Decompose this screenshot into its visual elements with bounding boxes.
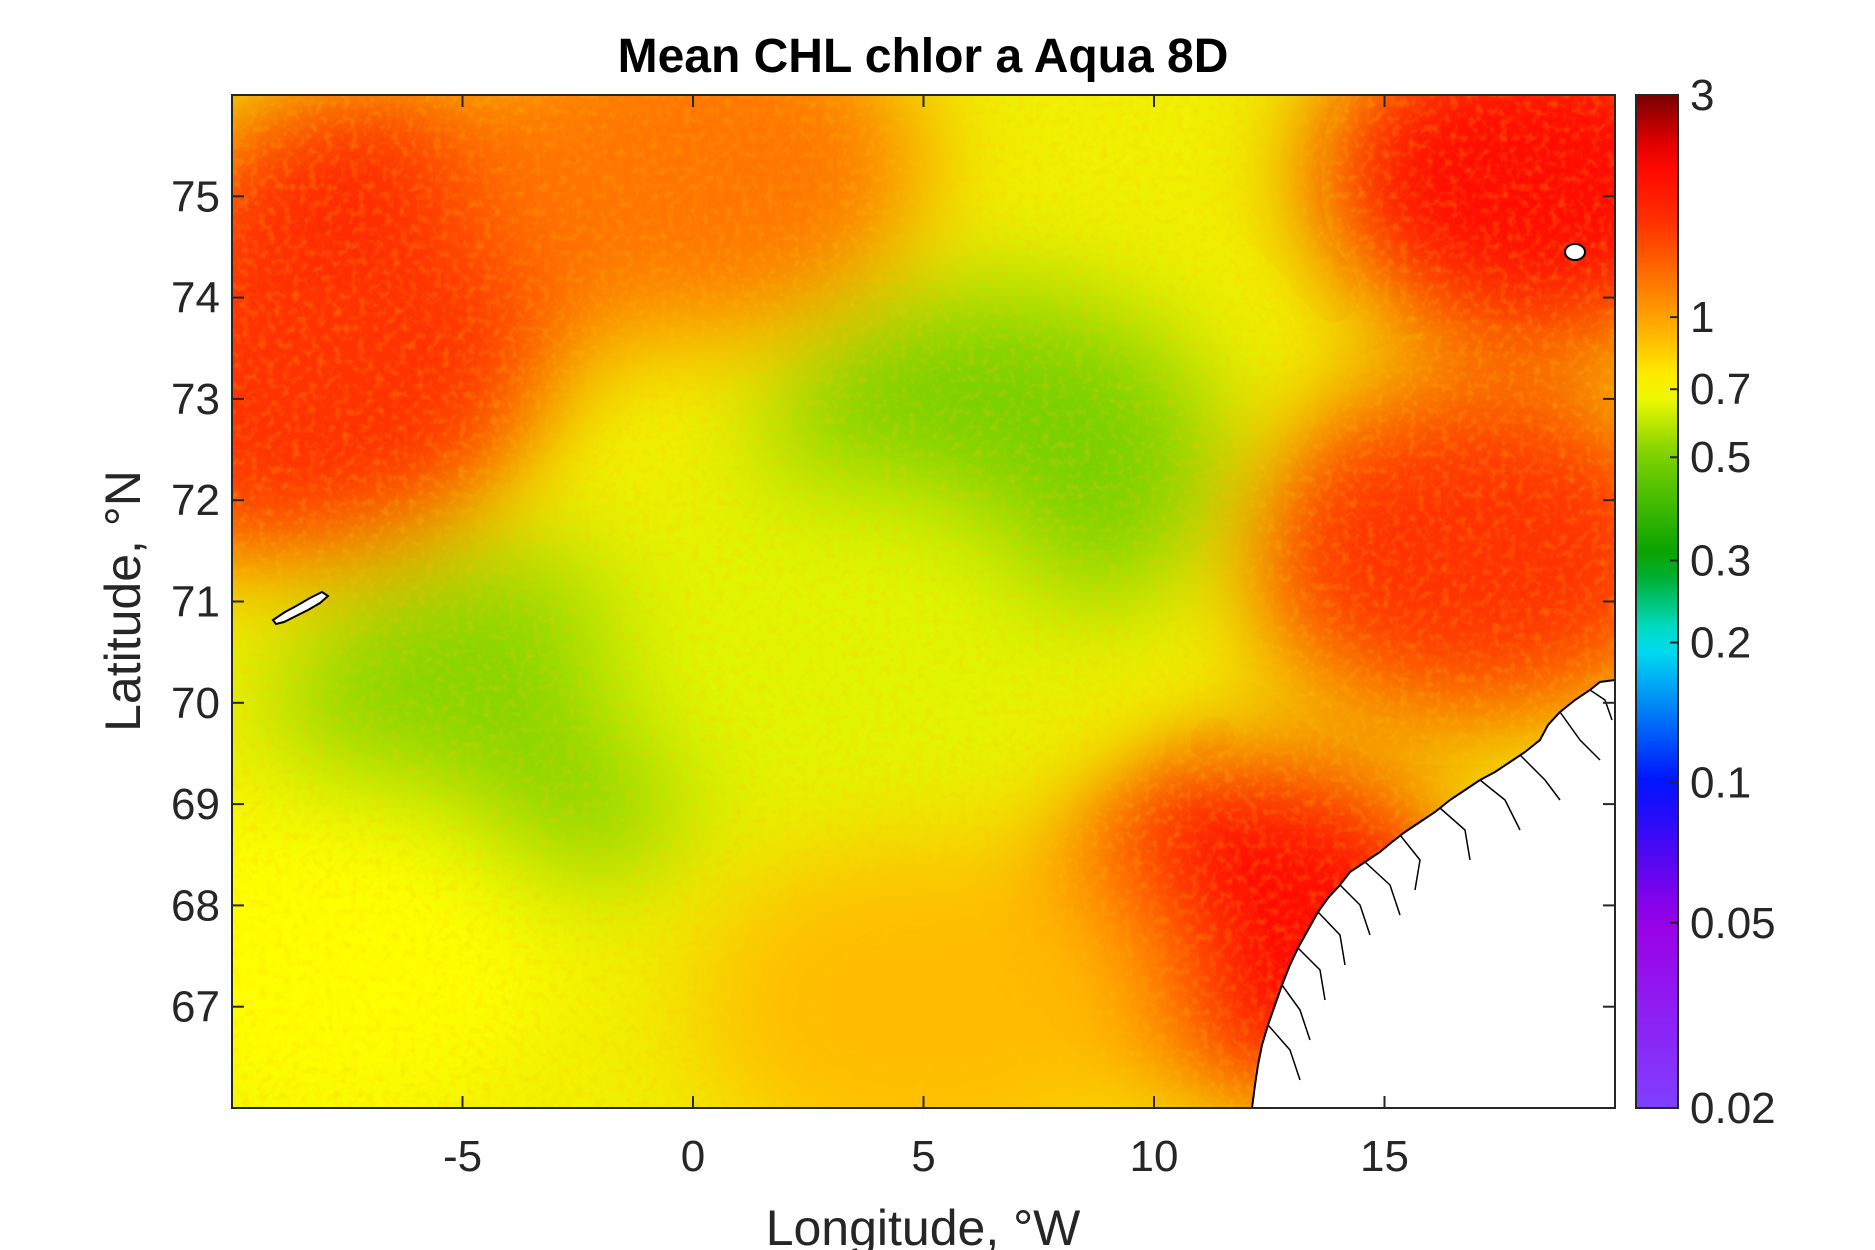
y-tick-label: 71 — [171, 578, 220, 627]
x-tick-label: 0 — [681, 1132, 705, 1181]
colorbar-tick-label: 0.3 — [1690, 537, 1751, 586]
heatmap — [232, 95, 1615, 1108]
y-tick-label: 75 — [171, 172, 220, 221]
bear-island — [1564, 243, 1586, 261]
colorbar-tick-label: 3 — [1690, 71, 1714, 120]
colorbar-tick-label: 0.2 — [1690, 618, 1751, 667]
y-tick-label: 67 — [171, 983, 220, 1032]
jan-mayen-island — [271, 590, 330, 626]
y-axis-title: Latitude, °N — [95, 470, 151, 732]
y-tick-label: 68 — [171, 881, 220, 930]
norway-land — [1250, 678, 1615, 1108]
x-axis-title: Longitude, °W — [766, 1200, 1081, 1250]
y-axis-ticks: 67 68 69 70 71 72 73 74 75 — [171, 172, 1615, 1032]
colorbar — [1635, 94, 1679, 1109]
x-tick-label: 5 — [911, 1132, 935, 1181]
colorbar-tick-label: 0.5 — [1690, 433, 1751, 482]
y-tick-label: 73 — [171, 375, 220, 424]
x-tick-label: -5 — [443, 1132, 482, 1181]
colorbar-tick-label: 0.05 — [1690, 899, 1776, 948]
coastline-fjords — [1267, 689, 1613, 1081]
chart-title: Mean CHL chlor a Aqua 8D — [618, 30, 1229, 83]
colorbar-ticks: 3 1 0.7 0.5 0.3 0.2 0.1 0.05 0.02 — [1670, 71, 1776, 1133]
y-tick-label: 74 — [171, 274, 220, 323]
y-tick-label: 69 — [171, 780, 220, 829]
colorbar-tick-label: 0.7 — [1690, 365, 1751, 414]
colorbar-tick-label: 0.1 — [1690, 759, 1751, 808]
x-tick-label: 15 — [1360, 1132, 1409, 1181]
y-tick-label: 72 — [171, 476, 220, 525]
x-axis-ticks: -5 0 5 10 15 — [443, 95, 1409, 1181]
colorbar-tick-label: 1 — [1690, 293, 1714, 342]
colorbar-tick-label: 0.02 — [1690, 1084, 1776, 1133]
y-tick-label: 70 — [171, 679, 220, 728]
x-tick-label: 10 — [1130, 1132, 1179, 1181]
